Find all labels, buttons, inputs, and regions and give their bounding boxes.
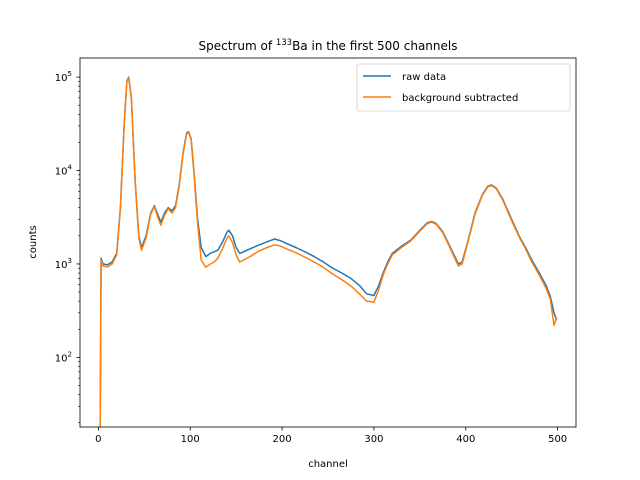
series-line-background-subtracted	[99, 77, 558, 428]
legend-box	[356, 63, 571, 112]
chart-title-pre: Spectrum of	[199, 39, 276, 53]
x-tick-label-100: 100	[181, 434, 200, 445]
x-tick-label-500: 500	[548, 434, 567, 445]
ticks-layer: 0 100 200 300 400 500 102 103 104 105	[55, 70, 567, 445]
y-axis-label: counts	[28, 225, 39, 258]
y-tick-label-100000: 105	[55, 70, 72, 84]
axes-frame	[79, 57, 577, 428]
x-tick-label-200: 200	[273, 434, 292, 445]
y-tick-label-1000: 103	[55, 257, 72, 271]
chart-title-post: Ba in the first 500 channels	[292, 39, 457, 53]
x-axis-label: channel	[308, 459, 348, 470]
legend-label-background-subtracted: background subtracted	[402, 93, 518, 104]
legend-label-raw-data: raw data	[402, 72, 446, 83]
plot-area: 0 100 200 300 400 500 102 103 104 105	[55, 57, 577, 445]
series-layer	[99, 76, 558, 428]
legend: raw data background subtracted	[356, 63, 571, 112]
x-tick-label-300: 300	[364, 434, 383, 445]
chart-title-sup: 133	[276, 38, 292, 48]
y-tick-label-100: 102	[55, 350, 72, 364]
chart-title: Spectrum of 133Ba in the first 500 chann…	[199, 38, 458, 53]
x-tick-label-400: 400	[456, 434, 475, 445]
y-tick-label-10000: 104	[55, 164, 73, 178]
x-tick-label-0: 0	[95, 434, 101, 445]
